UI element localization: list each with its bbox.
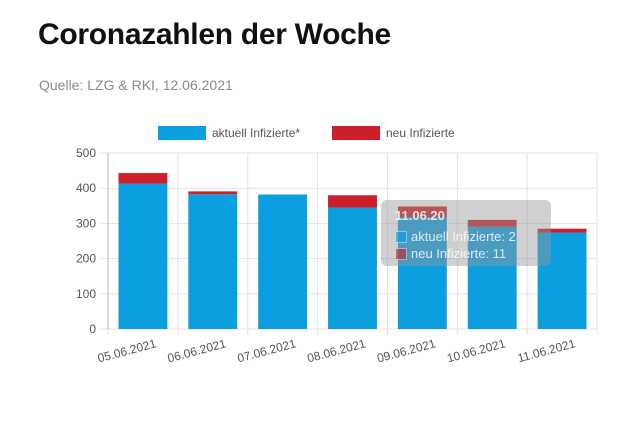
y-tick-label: 400 — [76, 181, 96, 195]
y-tick-label: 300 — [76, 216, 96, 230]
page-title: Coronazahlen der Woche — [38, 18, 391, 51]
bar-new — [188, 191, 238, 195]
x-tick-label: 11.06.2021 — [516, 336, 577, 365]
bar-new — [467, 219, 517, 227]
bar-new — [397, 206, 447, 218]
y-tick-label: 100 — [76, 287, 96, 301]
tooltip-row-active: aktuell Infizierte: 2 — [395, 229, 516, 244]
tooltip-row-new: neu Infizierte: 11 — [395, 246, 506, 261]
x-tick-label: 09.06.2021 — [375, 336, 437, 365]
legend-item-new[interactable]: neu Infizierte — [332, 125, 455, 141]
bar-active — [188, 194, 238, 329]
y-tick-label: 500 — [76, 146, 96, 160]
bar-active — [258, 194, 308, 329]
legend-swatch-active — [158, 126, 206, 140]
x-tick-label: 06.06.2021 — [166, 336, 228, 365]
tooltip-text-active: aktuell Infizierte: 2 — [411, 229, 516, 244]
legend-label-active: aktuell Infizierte* — [212, 126, 301, 140]
bar-active — [467, 226, 517, 329]
bar-new — [118, 173, 168, 184]
tooltip-swatch-new — [395, 247, 407, 260]
bar-new — [328, 195, 377, 208]
tooltip-title: 11.06.20 — [395, 208, 445, 223]
bar-active — [118, 183, 168, 329]
y-tick-label: 0 — [89, 322, 96, 336]
bar-active — [537, 232, 587, 329]
x-tick-label: 10.06.2021 — [445, 336, 507, 365]
chart-tooltip: 11.06.20 aktuell Infizierte: 2 neu Infiz… — [381, 200, 551, 266]
source-note: Quelle: LZG & RKI, 12.06.2021 — [39, 77, 233, 93]
tooltip-text-new: neu Infizierte: 11 — [411, 246, 507, 261]
legend-swatch-new — [332, 126, 380, 140]
y-tick-label: 200 — [76, 252, 96, 266]
x-tick-label: 07.06.2021 — [236, 336, 298, 365]
x-tick-label: 05.06.2021 — [96, 336, 158, 365]
tooltip-swatch-active — [395, 230, 407, 243]
chart-legend: aktuell Infizierte* neu Infizierte — [0, 125, 640, 141]
x-tick-label: 08.06.2021 — [306, 336, 368, 365]
bar-active — [328, 207, 377, 329]
legend-item-active[interactable]: aktuell Infizierte* — [158, 125, 300, 141]
legend-label-new: neu Infizierte — [386, 126, 455, 140]
bar-new — [537, 228, 587, 233]
